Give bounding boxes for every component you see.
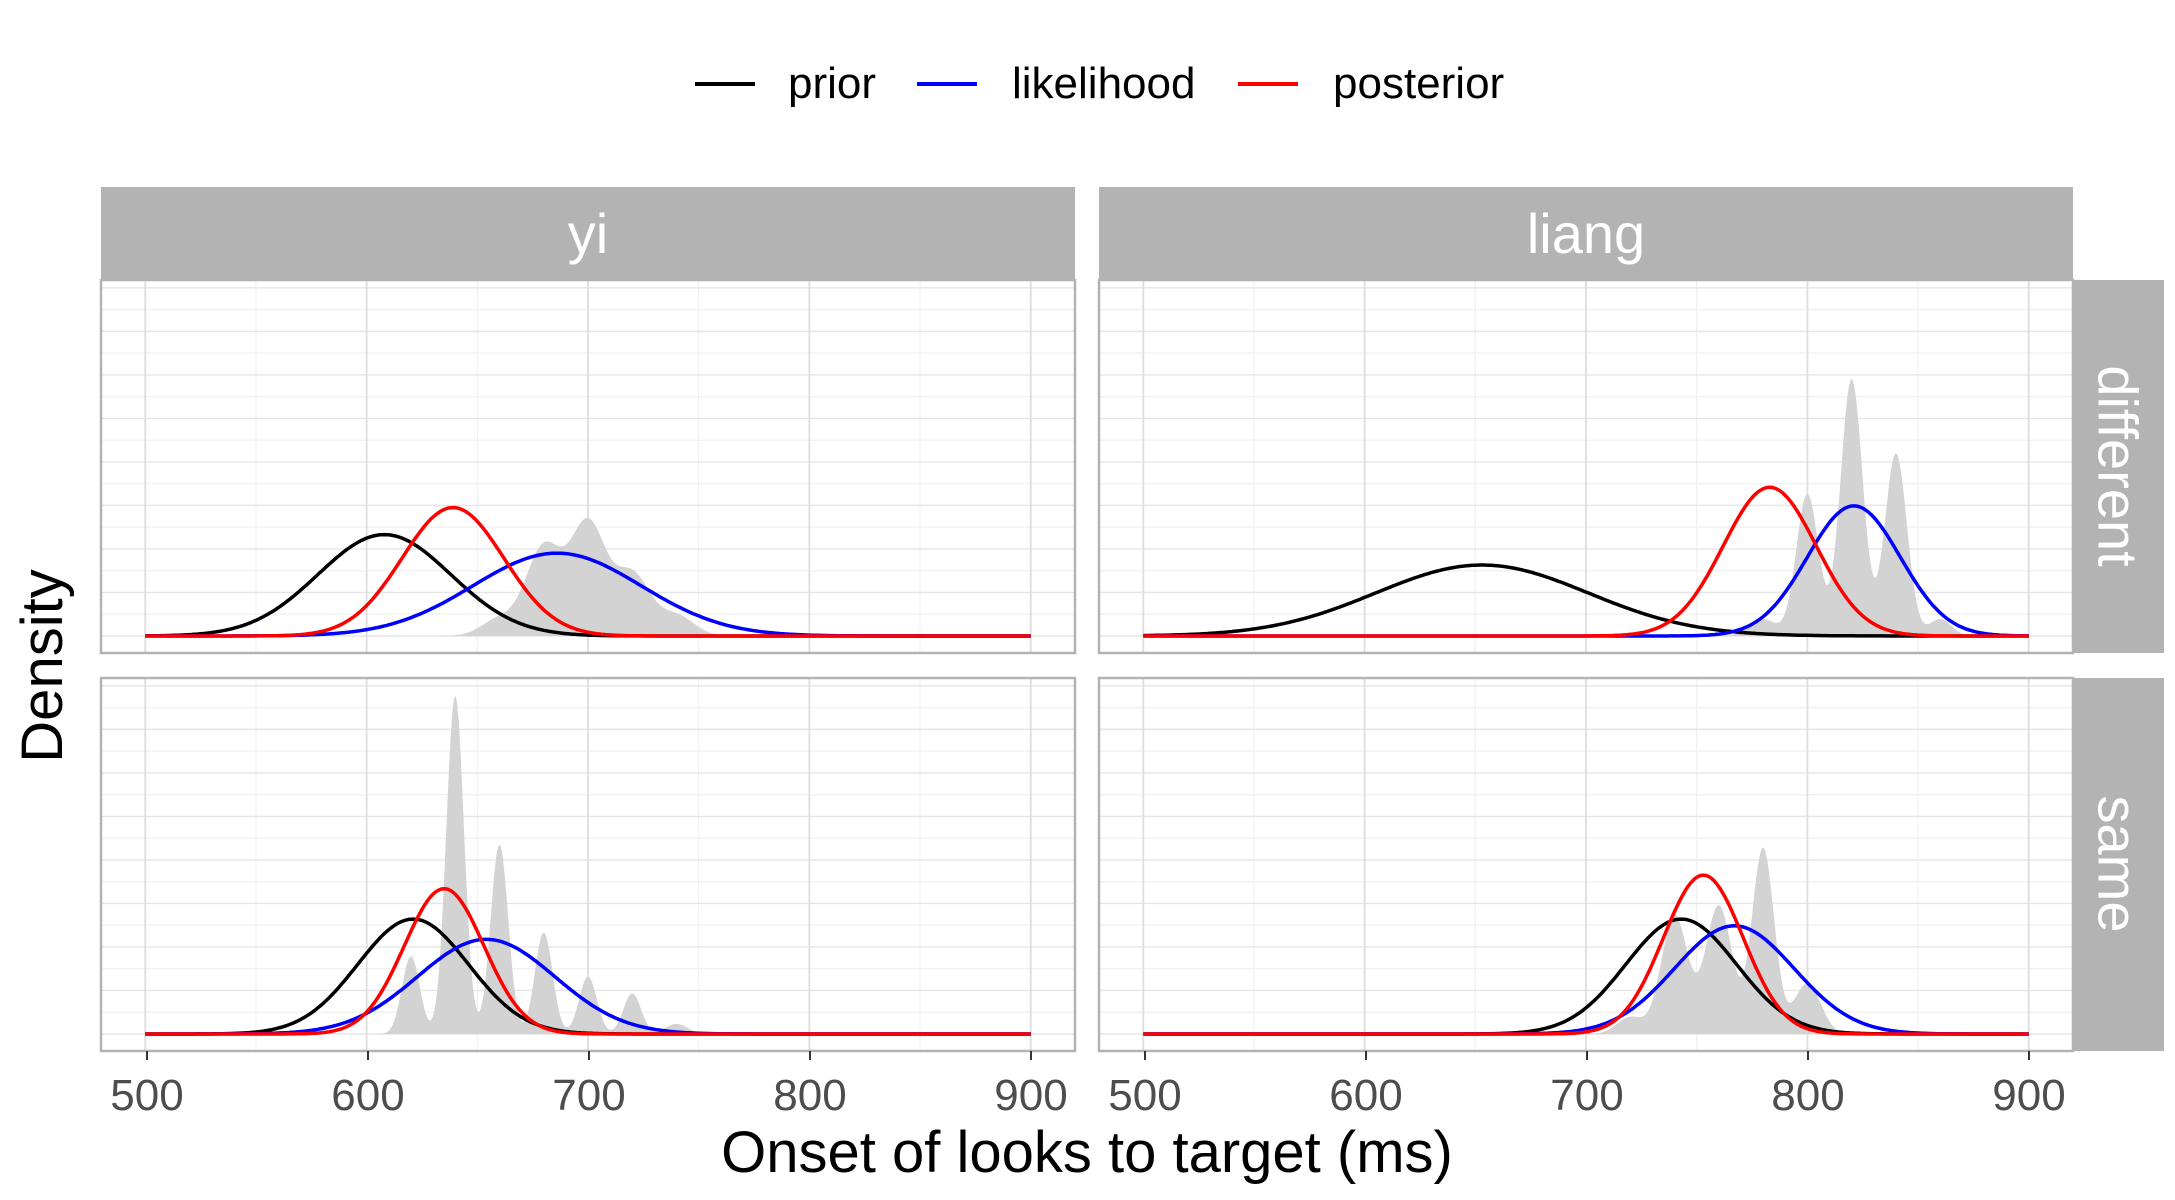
panel-border xyxy=(1097,278,2075,655)
strip-col-liang-background xyxy=(1099,187,2073,280)
panel-border xyxy=(99,278,1077,655)
strip-row-different: different xyxy=(2073,280,2164,653)
strip-row-same-background xyxy=(2073,678,2164,1051)
legend-label-likelihood: likelihood xyxy=(1012,59,1195,108)
panels xyxy=(99,278,2075,1053)
posterior-curve xyxy=(1143,485,2029,638)
x-tick-label: 500 xyxy=(110,1071,183,1120)
x-tick-label: 900 xyxy=(1992,1071,2065,1120)
x-tick-label: 700 xyxy=(1550,1071,1623,1120)
data-density-area xyxy=(1143,847,2029,1034)
x-axis-liang: 500 600 700 800 900 xyxy=(1108,1051,2066,1120)
legend-label-prior: prior xyxy=(788,59,876,108)
posterior-curve xyxy=(1143,873,2029,1036)
legend-label-posterior: posterior xyxy=(1333,59,1504,108)
strip-row-same-label: same xyxy=(2087,796,2150,933)
strip-col-yi: yi xyxy=(101,187,1075,280)
x-tick-label: 600 xyxy=(331,1071,404,1120)
prior-curve xyxy=(1143,563,2029,638)
x-tick-label: 800 xyxy=(773,1071,846,1120)
x-tick-label: 500 xyxy=(1108,1071,1181,1120)
x-axis-yi: 500 600 700 800 900 xyxy=(110,1051,1068,1120)
posterior-curve xyxy=(145,886,1031,1036)
strip-col-yi-background xyxy=(101,187,1075,280)
x-tick-label: 900 xyxy=(994,1071,1067,1120)
x-tick-label: 700 xyxy=(552,1071,625,1120)
panel-yi-same xyxy=(99,676,1077,1053)
strip-col-liang: liang xyxy=(1099,187,2073,280)
x-tick-label: 800 xyxy=(1771,1071,1844,1120)
strip-row-same: same xyxy=(2073,678,2164,1051)
panel-yi-different xyxy=(99,278,1077,655)
strip-col-liang-label: liang xyxy=(1527,202,1645,265)
y-axis-title: Density xyxy=(10,569,75,762)
panel-liang-different xyxy=(1097,278,2075,655)
x-tick-label: 600 xyxy=(1329,1071,1402,1120)
data-density-area xyxy=(145,517,1031,636)
panel-liang-same xyxy=(1097,676,2075,1053)
legend: prior likelihood posterior xyxy=(695,59,1504,108)
strip-row-different-label: different xyxy=(2087,365,2150,567)
data-density-area xyxy=(1143,379,2029,636)
posterior-curve xyxy=(145,505,1031,638)
x-axis-title: Onset of looks to target (ms) xyxy=(721,1120,1453,1185)
strip-row-different-background xyxy=(2073,280,2164,653)
strip-col-yi-label: yi xyxy=(568,202,608,265)
